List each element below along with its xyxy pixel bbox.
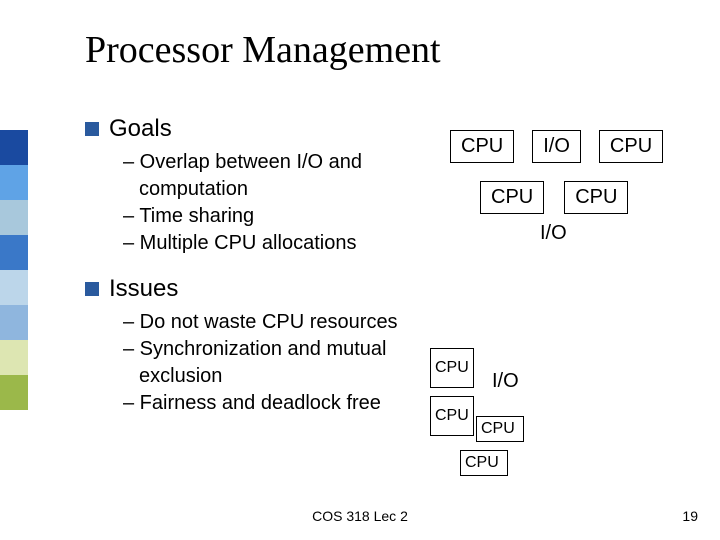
page-title: Processor Management (85, 28, 441, 72)
cpu-box: CPU (564, 181, 628, 214)
io-label: I/O (540, 222, 567, 244)
stripe-block (0, 200, 28, 235)
stripe-block (0, 340, 28, 375)
diagram-row: CPU CPU (480, 181, 685, 214)
bullet-icon (85, 282, 99, 296)
diagram-issues: CPU CPU CPU CPU I/O (430, 348, 660, 493)
cpu-box: CPU (460, 450, 508, 476)
io-box: I/O (532, 130, 581, 163)
cpu-box: CPU (476, 416, 524, 442)
list-item: – Multiple CPU allocations (123, 230, 435, 257)
list-item: – Do not waste CPU resources (123, 309, 435, 336)
stripe-block (0, 235, 28, 270)
stripe-block (0, 130, 28, 165)
diagram-row: I/O (540, 222, 685, 245)
diagram-row: CPU I/O CPU (450, 130, 685, 163)
stripe-block (0, 305, 28, 340)
content-area: Goals – Overlap between I/O and computat… (85, 115, 435, 435)
io-label: I/O (492, 370, 519, 393)
stripe-block (0, 375, 28, 410)
footer-center: COS 318 Lec 2 (0, 508, 720, 524)
decorative-stripe (0, 130, 28, 410)
bullet-icon (85, 122, 99, 136)
diagram-overlap: CPU I/O CPU CPU CPU I/O (450, 130, 685, 245)
page-number: 19 (682, 508, 698, 524)
cpu-box: CPU (450, 130, 514, 163)
stripe-block (0, 270, 28, 305)
section-goals: Goals (85, 115, 435, 143)
cpu-box: CPU (430, 396, 474, 436)
list-item: – Overlap between I/O and computation (123, 149, 435, 203)
cpu-box: CPU (430, 348, 474, 388)
section-issues: Issues (85, 275, 435, 303)
cpu-box: CPU (480, 181, 544, 214)
section-title: Goals (109, 115, 172, 143)
goals-list: – Overlap between I/O and computation – … (123, 149, 435, 257)
list-item: – Synchronization and mutual exclusion (123, 336, 435, 390)
stripe-block (0, 165, 28, 200)
list-item: – Time sharing (123, 203, 435, 230)
list-item: – Fairness and deadlock free (123, 390, 435, 417)
issues-list: – Do not waste CPU resources – Synchroni… (123, 309, 435, 417)
cpu-box: CPU (599, 130, 663, 163)
section-title: Issues (109, 275, 178, 303)
